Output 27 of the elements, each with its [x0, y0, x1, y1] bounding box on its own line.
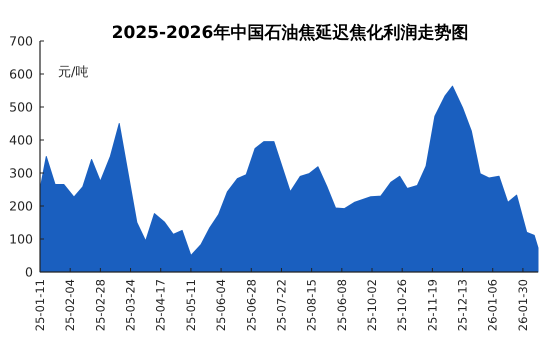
y-tick-label: 700	[9, 34, 34, 48]
x-tick-label: 25-06-04	[214, 279, 228, 332]
y-tick-label: 200	[9, 198, 34, 214]
x-tick-label: 25-07-22	[274, 279, 288, 332]
x-tick-label: 26-01-30	[516, 279, 530, 332]
y-tick-label: 400	[9, 132, 34, 148]
x-tick-label: 26-01-06	[486, 279, 500, 332]
x-tick-label: 25-04-17	[154, 279, 168, 332]
y-tick-label: 300	[9, 166, 34, 180]
y-tick-label: 0	[25, 264, 34, 280]
x-tick-label: 25-10-02	[365, 279, 379, 332]
title: 2025-2026年中国石油焦延迟焦化利润走势图	[112, 23, 468, 43]
x-tick-label: 25-03-24	[124, 279, 138, 332]
x-tick-label: 25-05-11	[184, 279, 198, 332]
x-tick-label: 25-08-15	[304, 279, 319, 332]
x-tick-label: 25-02-04	[63, 279, 78, 332]
y-tick-label: 600	[9, 66, 34, 82]
y-tick-label: 100	[9, 232, 34, 246]
annotation: 元/吨	[58, 65, 88, 80]
y-tick-label: 500	[9, 100, 34, 114]
x-tick-label: 25-06-08	[334, 279, 349, 332]
x-tick-label: 25-02-28	[93, 279, 108, 332]
x-tick-label: 25-11-19	[425, 279, 440, 332]
x-tick-label: 25-10-26	[395, 279, 410, 332]
x-tick-label: 25-01-11	[33, 279, 47, 332]
x-tick-label: 25-06-28	[244, 279, 258, 332]
x-tick-label: 25-12-13	[456, 279, 470, 332]
